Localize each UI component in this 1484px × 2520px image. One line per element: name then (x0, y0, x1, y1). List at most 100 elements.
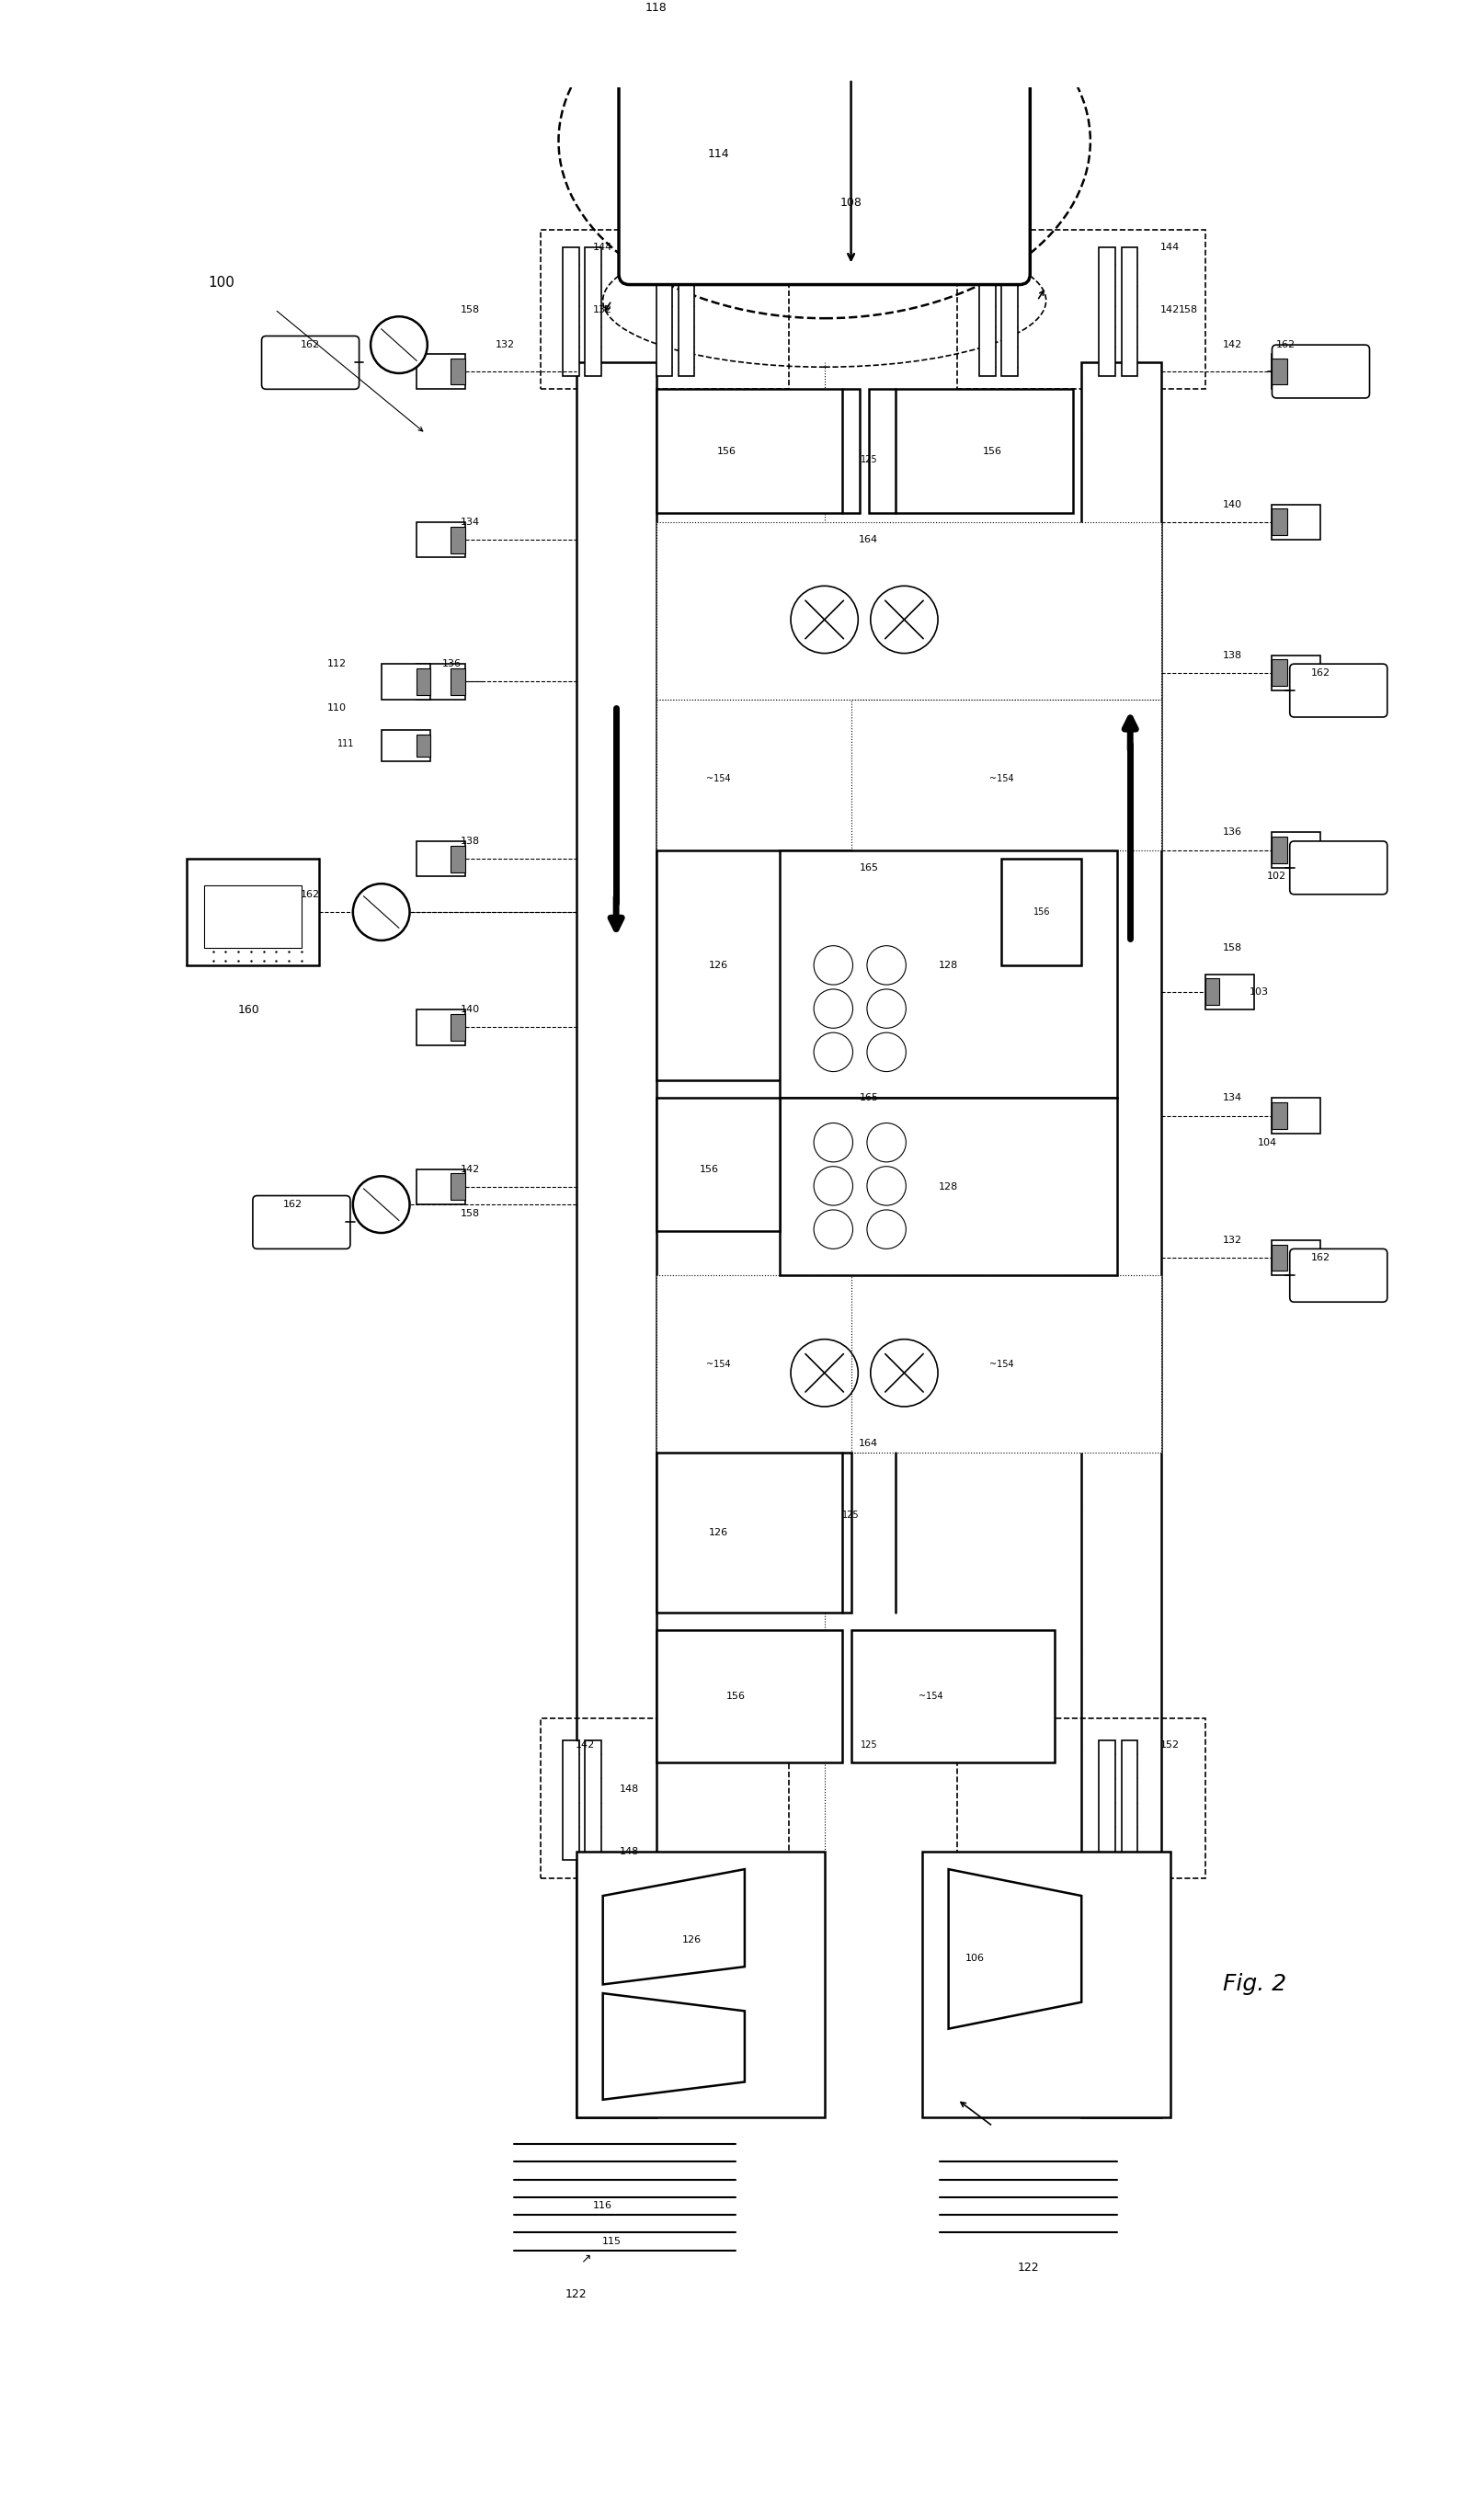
Bar (779, 849, 1116, 1099)
Text: 152: 152 (1159, 1741, 1180, 1749)
Circle shape (353, 885, 410, 940)
Bar (1002, 247, 1017, 375)
Bar (562, 247, 579, 375)
Bar (576, 1852, 824, 2117)
Text: 126: 126 (681, 1935, 700, 1945)
Bar (1205, 978, 1218, 1005)
Text: 125: 125 (859, 1741, 877, 1749)
Text: 132: 132 (592, 305, 613, 315)
Text: 156: 156 (982, 446, 1002, 456)
Text: 162: 162 (300, 890, 321, 900)
Bar (850, 701, 1160, 849)
Bar (678, 247, 693, 375)
Bar (450, 1174, 464, 1200)
Text: 126: 126 (708, 960, 727, 970)
Text: 110: 110 (326, 703, 346, 713)
Bar (417, 1169, 464, 1205)
Bar (417, 842, 464, 877)
Bar (1272, 358, 1287, 386)
Bar (1120, 247, 1137, 375)
Text: 156: 156 (726, 1691, 745, 1701)
Text: 162: 162 (283, 1200, 303, 1210)
Text: 118: 118 (644, 3, 666, 15)
Text: 162: 162 (1310, 1252, 1330, 1263)
Bar (957, 1719, 1205, 1877)
Bar (1120, 1741, 1137, 1860)
Text: 144: 144 (1159, 242, 1180, 252)
Bar (1272, 837, 1287, 864)
Text: 136: 136 (1221, 827, 1241, 837)
FancyBboxPatch shape (619, 50, 1030, 285)
Bar (1272, 509, 1287, 534)
Bar (656, 701, 877, 849)
Bar (1272, 1245, 1287, 1270)
Text: 142: 142 (460, 1164, 479, 1174)
Bar (585, 247, 601, 375)
Text: 162: 162 (300, 340, 321, 350)
Bar (979, 247, 994, 375)
Bar (186, 859, 319, 965)
Text: ~154: ~154 (988, 1358, 1014, 1368)
Bar (1098, 1741, 1114, 1860)
Text: 162: 162 (1275, 340, 1294, 350)
Text: Fig. 2: Fig. 2 (1223, 1973, 1287, 1996)
Text: 102: 102 (1266, 872, 1285, 882)
Bar (922, 1852, 1169, 2117)
Text: 164: 164 (859, 1439, 879, 1449)
Text: 165: 165 (859, 1094, 879, 1104)
Polygon shape (603, 1870, 743, 1983)
Bar (450, 527, 464, 552)
Text: 144: 144 (592, 242, 613, 252)
Text: ~154: ~154 (705, 1358, 730, 1368)
FancyBboxPatch shape (1290, 842, 1386, 895)
Text: 116: 116 (592, 2202, 611, 2210)
Bar (779, 1099, 1116, 1275)
Bar (417, 522, 464, 557)
Bar (656, 247, 672, 375)
Text: 142: 142 (1221, 340, 1241, 350)
Bar (1098, 247, 1114, 375)
Bar (850, 1630, 1054, 1764)
Text: 158: 158 (1221, 942, 1241, 953)
Bar (450, 847, 464, 872)
Text: 142: 142 (1159, 305, 1180, 315)
Bar (656, 1099, 779, 1232)
Text: 136: 136 (442, 660, 462, 668)
Bar (450, 358, 464, 386)
Text: 106: 106 (965, 1953, 984, 1963)
Text: 148: 148 (619, 1847, 638, 1857)
Text: 100: 100 (208, 275, 234, 290)
Bar (1080, 363, 1160, 2117)
Bar (417, 1011, 464, 1046)
Text: 138: 138 (460, 837, 479, 847)
Text: 156: 156 (1033, 907, 1049, 917)
Bar (417, 663, 464, 701)
Bar (1272, 1104, 1287, 1129)
Circle shape (371, 318, 427, 373)
Text: 108: 108 (840, 197, 862, 209)
Circle shape (353, 1177, 410, 1232)
Text: 122: 122 (1017, 2263, 1039, 2273)
Text: 138: 138 (1221, 650, 1241, 660)
Text: 115: 115 (601, 2238, 620, 2245)
Text: ~154: ~154 (705, 774, 730, 784)
Text: 158: 158 (460, 1210, 479, 1217)
Text: 103: 103 (1248, 988, 1267, 995)
Text: 164: 164 (859, 534, 879, 544)
Bar (656, 1630, 841, 1764)
Text: 160: 160 (237, 1003, 260, 1016)
Text: 140: 140 (460, 1005, 479, 1013)
Bar (1272, 660, 1287, 685)
Text: 156: 156 (717, 446, 736, 456)
Bar (576, 363, 656, 2117)
Text: 156: 156 (699, 1164, 718, 1174)
Polygon shape (603, 1993, 743, 2099)
Bar (1272, 504, 1319, 539)
Bar (417, 736, 430, 756)
Text: 140: 140 (1221, 499, 1241, 509)
Text: $\nearrow$: $\nearrow$ (579, 2253, 592, 2265)
Bar (957, 229, 1205, 388)
Bar (656, 388, 859, 514)
Text: 122: 122 (565, 2288, 586, 2301)
Bar (585, 1741, 601, 1860)
